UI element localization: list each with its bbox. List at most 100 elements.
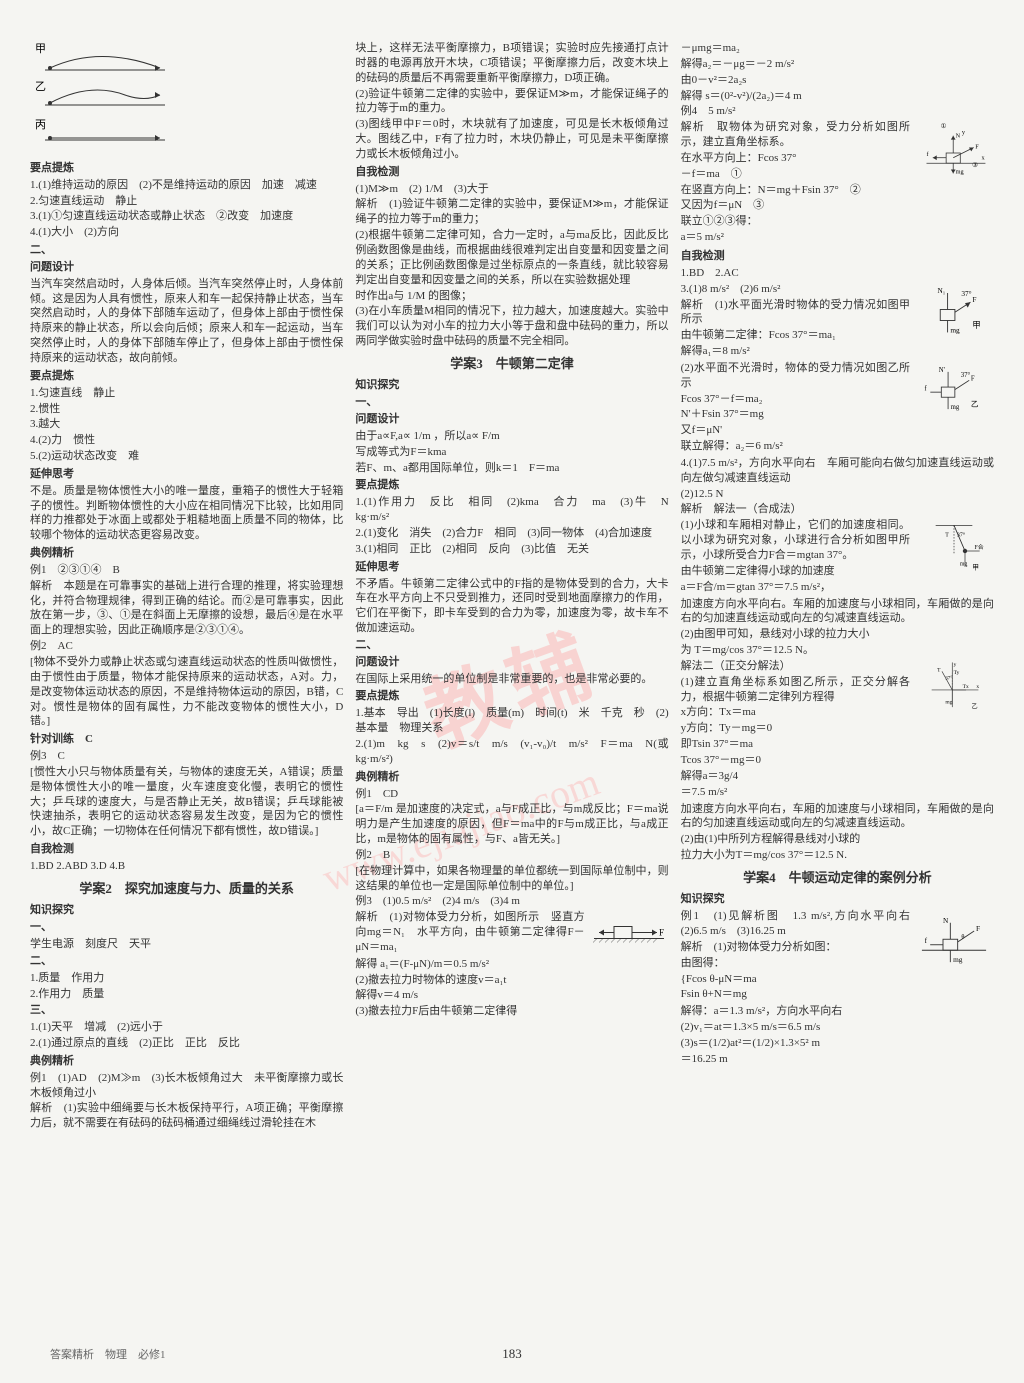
text: 又f＝μN' [681, 423, 994, 438]
paragraph: 在国际上采用统一的单位制是非常重要的，也是非常必要的。 [355, 672, 668, 687]
svg-text:mg: mg [953, 955, 963, 964]
text: 写成等式为F＝kma [355, 445, 668, 460]
svg-text:y: y [962, 129, 966, 136]
text: (2)由图甲可知，悬线对小球的拉力大小 [681, 627, 994, 642]
text: 1.匀速直线 静止 [30, 386, 343, 401]
paragraph: 块上，这样无法平衡摩擦力，B项错误；实验时应先接通打点计时器的电源再放开木块，C… [355, 41, 668, 86]
svg-text:mg: mg [945, 700, 952, 706]
text: 1.(1)作用力 反比 相同 (2)kma 合力 ma (3)牛 N kg·m/… [355, 495, 668, 525]
svg-text:f: f [926, 151, 929, 158]
text: (2)由(1)中所列方程解得悬线对小球的 [681, 832, 994, 847]
svg-text:37°: 37° [957, 532, 966, 539]
sec-title: 知识探究 [30, 903, 343, 918]
svg-text:mg: mg [950, 325, 960, 334]
svg-text:F合: F合 [975, 543, 984, 551]
text: ＝7.5 m/s² [681, 785, 994, 800]
text: 拉力大小为T＝mg/cos 37°＝12.5 N. [681, 848, 994, 863]
example-label: 例1 CD [355, 787, 668, 802]
text: 解得 s＝(0²-v²)/(2a₂)＝4 m [681, 89, 994, 104]
sec-title: 要点提炼 [355, 689, 668, 704]
svg-text:mg: mg [956, 169, 965, 176]
paragraph: 加速度方向水平向右。车厢的加速度与小球相同，车厢做的是向右的匀加速直线运动或向左… [681, 597, 994, 627]
text: ＝16.25 m [681, 1052, 994, 1067]
sec-title: 二、 [30, 243, 343, 258]
text: 4.(1)大小 (2)方向 [30, 225, 343, 240]
text: －μmg＝ma₂ [681, 41, 994, 56]
text: (2)v₁＝at＝1.3×5 m/s＝6.5 m/s [681, 1020, 994, 1035]
force-diagram-5: N F θ f mg [914, 909, 994, 964]
paragraph: [a＝F/m 是加速度的决定式，a与F成正比，与m成反比；F＝ma说明力是产生加… [355, 802, 668, 847]
text: 1.(1)天平 增减 (2)远小于 [30, 1020, 343, 1035]
paragraph: 解析 (1)验证牛顿第二定律的实验中，要保证M≫m，才能保证绳子的拉力等于m的重… [355, 197, 668, 227]
paragraph: [在物理计算中，如果各物理量的单位都统一到国际单位制中，则这结果的单位也一定是国… [355, 864, 668, 894]
svg-text:37°: 37° [961, 288, 971, 297]
svg-text:N₁: N₁ [937, 286, 945, 295]
force-diagram-1: F [589, 896, 669, 951]
force-diagram-2: N F f mg y x ① ③ [914, 120, 994, 175]
equation: 解得 a₁＝(F-μN)/m＝0.5 m/s² [355, 957, 668, 972]
text: 2.(1)通过原点的直线 (2)正比 正比 反比 [30, 1036, 343, 1051]
subtitle: 问题设计 [30, 260, 343, 275]
svg-text:N: N [943, 916, 949, 925]
sec-title: 针对训练 C [30, 732, 343, 747]
text: 1.基本 导出 (1)长度(l) 质量(m) 时间(t) 米 千克 秒 (2)基… [355, 706, 668, 736]
trajectory-diagram: 甲 乙 丙 [30, 40, 170, 150]
column-1: 甲 乙 丙 要点提炼 1.(1)维持运动的原因 (2)不是维持运动的原因 加速 … [30, 40, 343, 1132]
svg-text:T: T [937, 667, 941, 673]
text: 联立解得：a₂＝6 m/s² [681, 439, 994, 454]
sec-title: 自我检测 [30, 842, 343, 857]
text: 2.匀速直线运动 静止 [30, 194, 343, 209]
example-label: 例2 AC [30, 639, 343, 654]
sec-title: 要点提炼 [30, 161, 343, 176]
svg-text:N: N [956, 133, 961, 140]
subtitle: 三、 [30, 1003, 343, 1018]
topic-title: 学案2 探究加速度与力、质量的关系 [30, 880, 343, 898]
text: 2.作用力 质量 [30, 987, 343, 1002]
text: 1.(1)维持运动的原因 (2)不是维持运动的原因 加速 减速 [30, 178, 343, 193]
paragraph: 时作出a与 1/M 的图像； [355, 289, 668, 304]
text: 为 T＝mg/cos 37°＝12.5 N。 [681, 643, 994, 658]
svg-text:f: f [924, 385, 927, 392]
text: 2.(1)m kg s (2)v＝s/t m/s (v₁-v₀)/t m/s² … [355, 737, 668, 767]
text: {Fcos θ-μN＝ma [681, 972, 994, 987]
subtitle: 二、 [30, 954, 343, 969]
text: 由0－v²＝2a₂s [681, 73, 994, 88]
example-label: 例2 B [355, 848, 668, 863]
paragraph: 不矛盾。牛顿第二定律公式中的F指的是物体受到的合力，大卡车在水平方向上不只受到推… [355, 577, 668, 636]
text: 解得v＝4 m/s [355, 988, 668, 1003]
text: 1.BD 2.AC [681, 266, 994, 281]
text: (3)s＝(1/2)at²＝(1/2)×1.3×5² m [681, 1036, 994, 1051]
subtitle: 问题设计 [355, 655, 668, 670]
paragraph: (2)根据牛顿第二定律可知，合力一定时，a与ma反比，因此反比例函数图像是曲线，… [355, 228, 668, 287]
curve-diagram-container: 甲 乙 丙 [30, 40, 343, 155]
svg-text:x: x [976, 684, 979, 690]
svg-text:F: F [972, 295, 976, 304]
svg-text:丙: 丙 [35, 119, 46, 131]
text: y方向：Ty－mg＝0 [681, 721, 994, 736]
pendulum-diagram-1: T 37° F合 mg 甲 [914, 518, 994, 573]
paragraph: 加速度方向水平向右，车厢的加速度与小球相同，车厢做的是向右的匀加速直线运动或向左… [681, 802, 994, 832]
force-diagram-3: N₁ F 37° mg 甲 [914, 282, 994, 337]
sec-title: 知识探究 [355, 378, 668, 393]
text: 联立①②③得： [681, 214, 994, 229]
pendulum-diagram-2: y x T Ty 37° Tx mg 乙 [914, 659, 994, 714]
svg-text:F: F [975, 144, 979, 151]
svg-text:mg: mg [951, 404, 960, 411]
text: 5.(2)运动状态改变 难 [30, 449, 343, 464]
text: 2.(1)变化 消失 (2)合力F 相同 (3)同一物体 (4)合加速度 [355, 526, 668, 541]
text: 在竖直方向上：N＝mg＋Fsin 37° ② [681, 183, 994, 198]
text: 由于a∝F,a∝ 1/m ，所以a∝ F/m [355, 429, 668, 444]
sec-title: 典例精析 [30, 1054, 343, 1069]
text: 学生电源 刻度尺 天平 [30, 937, 343, 952]
text: (2)撤去拉力时物体的速度v＝a₁t [355, 973, 668, 988]
sec-title: 延伸思考 [30, 467, 343, 482]
paragraph: 解析 (1)实验中细绳要与长木板保持平行，A项正确；平衡摩擦力后，就不需要在有砝… [30, 1101, 343, 1131]
text: (1)M≫m (2) 1/M (3)大于 [355, 182, 668, 197]
svg-text:x: x [981, 155, 985, 162]
text: (2)12.5 N [681, 487, 994, 502]
svg-text:37°: 37° [961, 372, 971, 379]
svg-text:乙: 乙 [35, 80, 46, 93]
svg-text:乙: 乙 [972, 703, 978, 710]
svg-text:f: f [925, 936, 928, 945]
text: 若F、m、a都用国际单位，则k＝1 F＝ma [355, 461, 668, 476]
